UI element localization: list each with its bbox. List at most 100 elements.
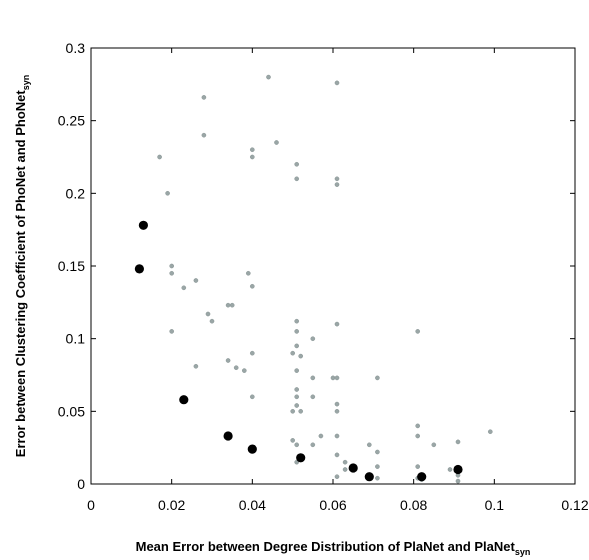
small-data-point bbox=[229, 302, 235, 308]
small-data-point bbox=[294, 403, 300, 408]
large-data-point bbox=[348, 463, 358, 473]
small-data-point bbox=[294, 329, 300, 334]
small-data-point bbox=[375, 475, 380, 481]
small-data-point bbox=[294, 442, 300, 448]
x-tick-label: 0.12 bbox=[561, 497, 588, 513]
small-data-point bbox=[294, 387, 300, 392]
small-data-point bbox=[334, 176, 340, 182]
small-data-point bbox=[334, 80, 340, 86]
x-tick-label: 0.08 bbox=[400, 497, 427, 513]
x-tick-label: 0.02 bbox=[158, 497, 185, 513]
y-axis-label: Error between Clustering Coefficient of … bbox=[13, 75, 31, 457]
small-data-point bbox=[334, 452, 340, 458]
small-data-point bbox=[266, 74, 271, 80]
large-data-point bbox=[247, 444, 257, 454]
plot-area bbox=[90, 47, 576, 485]
small-data-point bbox=[225, 302, 231, 308]
x-axis-label-main: Mean Error between Degree Distribution o… bbox=[136, 539, 516, 554]
large-data-point bbox=[179, 395, 189, 405]
small-data-point bbox=[415, 423, 421, 429]
small-data-point bbox=[342, 459, 348, 465]
small-data-point bbox=[274, 140, 279, 145]
data-points bbox=[134, 74, 493, 484]
large-data-point bbox=[138, 220, 148, 230]
small-data-point bbox=[334, 321, 340, 327]
x-tick-label: 0 bbox=[87, 497, 95, 513]
y-tick-label: 0 bbox=[77, 476, 85, 492]
small-data-point bbox=[241, 368, 247, 373]
y-tick-label: 0.25 bbox=[58, 113, 85, 129]
small-data-point bbox=[294, 161, 300, 167]
small-data-point bbox=[225, 358, 231, 363]
small-data-point bbox=[334, 408, 340, 414]
small-data-point bbox=[455, 439, 461, 445]
small-data-point bbox=[310, 394, 316, 400]
y-axis: 0 0.05 0.1 0.15 0.2 0.25 0.3 bbox=[58, 40, 575, 492]
small-data-point bbox=[415, 433, 421, 439]
y-tick-label: 0.2 bbox=[66, 185, 86, 201]
small-data-point bbox=[334, 182, 340, 187]
small-data-point bbox=[310, 336, 316, 342]
small-data-point bbox=[294, 176, 300, 182]
small-data-point bbox=[249, 147, 255, 152]
small-data-point bbox=[233, 365, 239, 371]
small-data-point bbox=[334, 474, 340, 480]
y-tick-label: 0.1 bbox=[66, 331, 86, 347]
small-data-point bbox=[249, 350, 255, 356]
small-data-point bbox=[181, 285, 187, 291]
large-data-point bbox=[417, 472, 427, 482]
small-data-point bbox=[330, 375, 336, 381]
y-axis-label-sub: syn bbox=[21, 75, 31, 91]
x-axis-label-sub: syn bbox=[515, 547, 531, 557]
small-data-point bbox=[157, 154, 162, 160]
small-data-point bbox=[169, 329, 174, 334]
small-data-point bbox=[165, 190, 170, 196]
small-data-point bbox=[294, 318, 300, 324]
y-tick-label: 0.15 bbox=[58, 258, 85, 274]
small-data-point bbox=[415, 329, 421, 334]
small-data-point bbox=[294, 394, 300, 400]
small-data-point bbox=[249, 283, 255, 289]
small-data-point bbox=[290, 350, 296, 356]
x-axis: 0 0.02 0.04 0.06 0.08 0.1 0.12 bbox=[87, 48, 589, 513]
small-data-point bbox=[205, 311, 211, 317]
small-data-point bbox=[455, 478, 461, 484]
large-data-point bbox=[223, 431, 233, 441]
x-tick-label: 0.06 bbox=[319, 497, 346, 513]
small-data-point bbox=[249, 394, 255, 400]
x-tick-label: 0.04 bbox=[239, 497, 266, 513]
small-data-point bbox=[334, 401, 340, 407]
large-data-point bbox=[134, 264, 144, 274]
small-data-point bbox=[334, 375, 340, 381]
small-data-point bbox=[334, 433, 340, 439]
small-data-point bbox=[193, 278, 199, 283]
large-data-point bbox=[364, 472, 374, 482]
small-data-point bbox=[193, 363, 199, 369]
small-data-point bbox=[342, 467, 348, 472]
x-axis-label: Mean Error between Degree Distribution o… bbox=[136, 539, 531, 557]
small-data-point bbox=[375, 449, 380, 455]
small-data-point bbox=[201, 132, 207, 138]
small-data-point bbox=[249, 154, 255, 160]
small-data-point bbox=[169, 270, 174, 276]
small-data-point bbox=[169, 263, 174, 269]
large-data-point bbox=[453, 464, 463, 475]
small-data-point bbox=[201, 95, 207, 100]
small-data-point bbox=[290, 438, 296, 443]
small-data-point bbox=[415, 464, 421, 469]
small-data-point bbox=[298, 408, 304, 414]
small-data-point bbox=[431, 442, 437, 448]
y-tick-label: 0.05 bbox=[58, 403, 85, 419]
small-data-point bbox=[294, 343, 300, 349]
large-data-point bbox=[296, 453, 306, 463]
small-data-point bbox=[310, 442, 316, 448]
small-data-point bbox=[366, 442, 372, 448]
small-data-point bbox=[447, 467, 453, 472]
small-data-point bbox=[487, 429, 493, 435]
small-data-point bbox=[245, 270, 251, 276]
x-tick-label: 0.1 bbox=[485, 497, 505, 513]
y-axis-label-main: Error between Clustering Coefficient of … bbox=[13, 90, 28, 458]
small-data-point bbox=[298, 353, 304, 359]
small-data-point bbox=[209, 318, 215, 324]
